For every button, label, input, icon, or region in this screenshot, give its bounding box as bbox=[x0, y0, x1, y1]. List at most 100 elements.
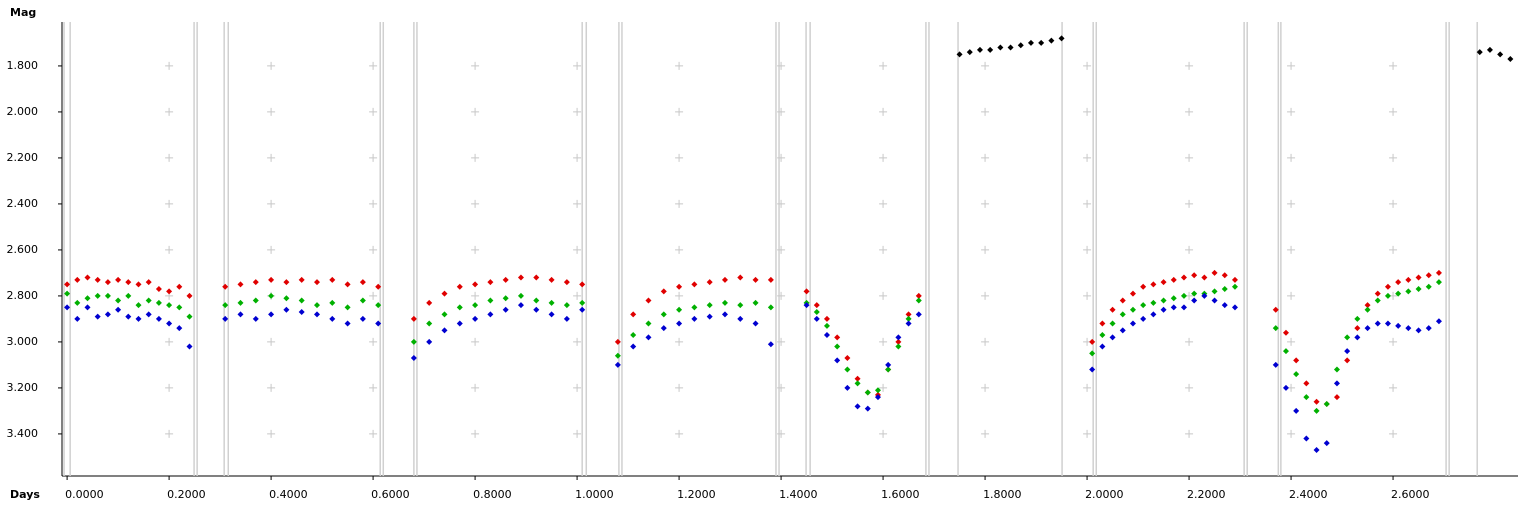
y-tick-label: 2.200 bbox=[7, 151, 39, 164]
grid-cross bbox=[1287, 337, 1296, 346]
point bbox=[956, 51, 963, 58]
point bbox=[834, 357, 841, 364]
grid-cross bbox=[675, 61, 684, 70]
grid-cross bbox=[471, 245, 480, 254]
grid-cross bbox=[879, 61, 888, 70]
grid-cross bbox=[879, 383, 888, 392]
point bbox=[283, 295, 290, 302]
grid-cross bbox=[1083, 291, 1092, 300]
point bbox=[1221, 302, 1228, 309]
point bbox=[145, 297, 152, 304]
grid-cross bbox=[369, 337, 378, 346]
x-tick-label: 1.2000 bbox=[677, 488, 716, 501]
point bbox=[1109, 334, 1116, 341]
point bbox=[186, 313, 193, 320]
grid-cross bbox=[165, 337, 174, 346]
grid-cross bbox=[573, 245, 582, 254]
point bbox=[1405, 325, 1412, 332]
point bbox=[1303, 380, 1310, 387]
y-tick-label: 2.800 bbox=[7, 289, 39, 302]
point bbox=[1435, 269, 1442, 276]
grid-cross bbox=[267, 61, 276, 70]
point bbox=[823, 315, 830, 322]
grid-cross bbox=[1389, 383, 1398, 392]
point bbox=[1374, 297, 1381, 304]
point bbox=[166, 288, 173, 295]
point bbox=[1048, 37, 1055, 44]
grid-cross bbox=[1083, 153, 1092, 162]
point bbox=[1180, 292, 1187, 299]
point bbox=[1384, 292, 1391, 299]
point bbox=[329, 315, 336, 322]
point bbox=[854, 380, 861, 387]
grid-cross bbox=[1389, 107, 1398, 116]
point bbox=[135, 302, 142, 309]
point bbox=[84, 295, 91, 302]
grid-cross bbox=[1083, 245, 1092, 254]
grid-cross bbox=[777, 245, 786, 254]
point bbox=[895, 338, 902, 345]
point bbox=[1476, 49, 1483, 56]
point bbox=[487, 297, 494, 304]
point bbox=[676, 283, 683, 290]
point bbox=[767, 341, 774, 348]
grid-cross bbox=[1287, 107, 1296, 116]
point bbox=[1272, 361, 1279, 368]
grid-cross bbox=[1287, 153, 1296, 162]
point bbox=[691, 304, 698, 311]
point bbox=[997, 44, 1004, 51]
point bbox=[548, 276, 555, 283]
grid-cross bbox=[1287, 291, 1296, 300]
grid-cross bbox=[1083, 61, 1092, 70]
point bbox=[1160, 297, 1167, 304]
grid-cross bbox=[1185, 245, 1194, 254]
point bbox=[410, 315, 417, 322]
grid-cross bbox=[1287, 61, 1296, 70]
grid-cross bbox=[1083, 107, 1092, 116]
y-tick-label: 2.400 bbox=[7, 197, 39, 210]
point bbox=[1150, 311, 1157, 318]
point bbox=[375, 283, 382, 290]
point bbox=[94, 313, 101, 320]
grid-cross bbox=[573, 199, 582, 208]
point bbox=[104, 279, 111, 286]
point bbox=[166, 302, 173, 309]
point bbox=[844, 366, 851, 373]
grid-cross bbox=[369, 199, 378, 208]
point bbox=[426, 338, 433, 345]
point bbox=[1344, 357, 1351, 364]
point bbox=[1293, 371, 1300, 378]
point bbox=[375, 320, 382, 327]
point bbox=[864, 405, 871, 412]
grid-cross bbox=[981, 61, 990, 70]
point bbox=[1415, 286, 1422, 293]
point bbox=[813, 302, 820, 309]
grid-cross bbox=[675, 153, 684, 162]
point bbox=[313, 302, 320, 309]
point bbox=[1395, 290, 1402, 297]
grid-cross bbox=[165, 153, 174, 162]
point bbox=[823, 322, 830, 329]
point bbox=[614, 361, 621, 368]
point bbox=[1170, 295, 1177, 302]
point bbox=[1129, 290, 1136, 297]
point bbox=[1191, 272, 1198, 279]
point bbox=[660, 325, 667, 332]
point bbox=[737, 315, 744, 322]
grid-cross bbox=[573, 429, 582, 438]
point bbox=[64, 290, 71, 297]
point bbox=[1344, 334, 1351, 341]
grid-cross bbox=[573, 107, 582, 116]
point bbox=[1099, 343, 1106, 350]
grid-cross bbox=[369, 291, 378, 300]
point bbox=[1119, 297, 1126, 304]
point bbox=[1303, 435, 1310, 442]
point bbox=[915, 311, 922, 318]
point bbox=[84, 274, 91, 281]
point bbox=[64, 304, 71, 311]
point bbox=[1364, 306, 1371, 313]
point bbox=[222, 283, 229, 290]
x-tick-label: 0.2000 bbox=[167, 488, 206, 501]
point bbox=[767, 304, 774, 311]
point bbox=[1231, 283, 1238, 290]
